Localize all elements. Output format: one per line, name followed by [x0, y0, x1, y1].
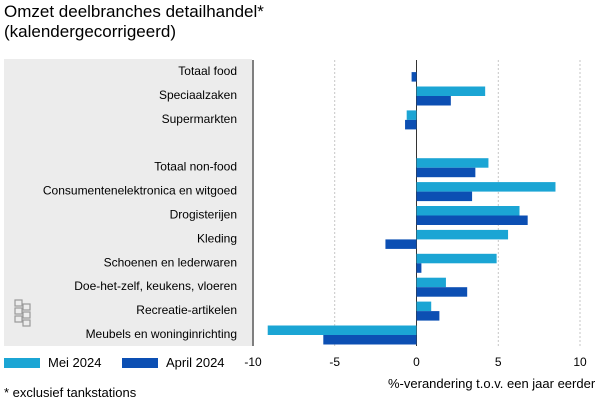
- x-tick-label: 10: [573, 355, 587, 369]
- chart-subtitle: (kalendergecorrigeerd): [4, 22, 176, 41]
- x-tick-label: -10: [244, 355, 262, 369]
- category-label: Schoenen en lederwaren: [104, 255, 237, 269]
- cbs-logo-block: [22, 319, 31, 327]
- bar: [416, 287, 468, 297]
- x-axis-label: %-verandering t.o.v. een jaar eerder: [388, 376, 596, 391]
- bar: [416, 167, 476, 178]
- legend-label-april: April 2024: [166, 355, 225, 370]
- bar: [416, 191, 473, 202]
- category-label: Recreatie-artikelen: [136, 303, 237, 317]
- footnote: * exclusief tankstations: [4, 385, 137, 400]
- category-label: Consumentenelektronica en witgoed: [43, 184, 237, 198]
- bar: [416, 229, 509, 240]
- bar: [385, 239, 417, 249]
- x-tick-label: -5: [329, 355, 340, 369]
- bar: [416, 215, 528, 225]
- x-tick-label: 5: [495, 355, 502, 369]
- cbs-logo-block: [22, 311, 31, 319]
- x-tick-label: 0: [413, 355, 420, 369]
- bar: [416, 263, 422, 273]
- bar: [323, 335, 417, 345]
- chart-title: Omzet deelbranches detailhandel*: [4, 2, 264, 21]
- category-label: Drogisterijen: [170, 208, 237, 222]
- bar: [416, 277, 446, 288]
- legend-item-mei: Mei 2024: [4, 355, 101, 370]
- cbs-logo-block: [14, 315, 23, 323]
- bar: [411, 72, 417, 82]
- category-label: Totaal non-food: [154, 160, 237, 174]
- bar: [416, 158, 489, 168]
- cbs-logo-icon: [14, 299, 31, 327]
- cbs-logo-block: [22, 303, 31, 311]
- bar: [267, 325, 417, 335]
- bar: [406, 110, 417, 120]
- category-label: Supermarkten: [162, 112, 237, 126]
- bar: [405, 119, 417, 130]
- category-label: Meubels en woninginrichting: [86, 327, 237, 341]
- legend-label-mei: Mei 2024: [48, 355, 102, 370]
- category-label: Doe-het-zelf, keukens, vloeren: [74, 279, 237, 293]
- legend-swatch-april: [122, 357, 158, 368]
- cbs-logo-block: [14, 307, 23, 315]
- bar: [416, 253, 497, 264]
- bar: [416, 182, 556, 192]
- bar: [416, 301, 432, 312]
- cbs-logo-block: [14, 299, 23, 307]
- category-label: Kleding: [197, 231, 237, 245]
- bar: [416, 96, 451, 106]
- bar: [416, 206, 520, 216]
- label-panel: [4, 59, 252, 346]
- legend-swatch-mei: [4, 357, 40, 368]
- bar: [416, 86, 486, 96]
- category-label: Speciaalzaken: [159, 88, 237, 102]
- legend-item-april: April 2024: [122, 355, 225, 370]
- bar: [416, 311, 440, 321]
- category-label: Totaal food: [178, 64, 237, 78]
- chart-title-block: Omzet deelbranches detailhandel* (kalend…: [4, 2, 264, 42]
